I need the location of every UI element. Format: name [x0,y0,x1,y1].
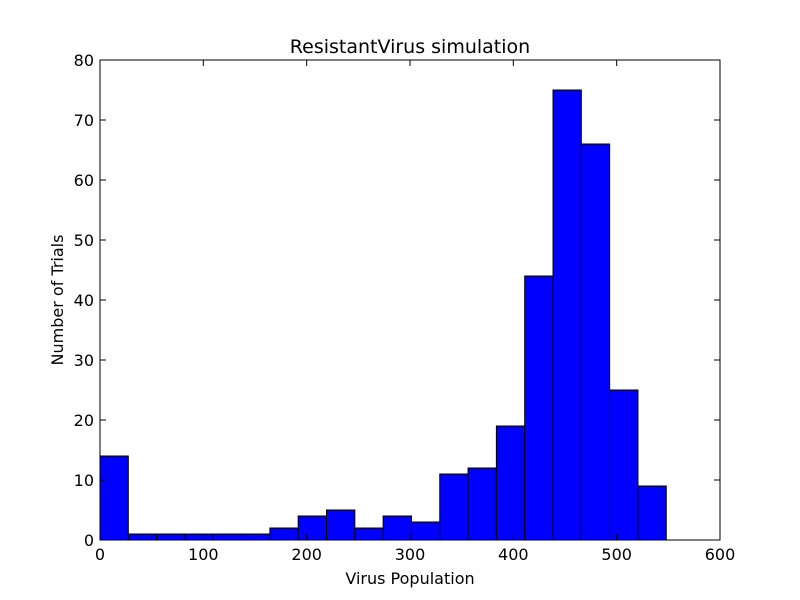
histogram-bar [241,533,271,541]
y-tick-label: 70 [74,111,94,130]
histogram-bar [297,515,328,541]
histogram-bar [637,485,667,541]
histogram-bar [609,389,639,541]
y-tick-label: 40 [74,291,94,310]
histogram-bar [439,473,469,541]
y-tick-label: 60 [74,171,94,190]
y-tick-label: 80 [74,51,94,70]
x-tick-label: 300 [395,545,426,564]
histogram-bar [524,275,554,541]
y-tick-label: 30 [74,351,94,370]
x-tick-label: 100 [188,545,219,564]
histogram-bar [580,143,611,541]
plot-frame [99,59,721,541]
histogram-bar [552,89,582,541]
histogram-bar [212,533,243,541]
x-tick-label: 600 [705,545,736,564]
histogram-bar [410,521,441,541]
y-tick-label: 10 [74,471,94,490]
x-tick-label: 200 [291,545,322,564]
histogram-bar [99,455,129,541]
histogram-bar [354,527,384,541]
histogram-bar [269,527,299,541]
y-tick-label: 50 [74,231,94,250]
histogram-bar [326,509,356,541]
histogram-bar [156,533,186,541]
ticks-layer: 0 100 200 300 400 500 600 0 10 20 30 40 50 60 70 80 [74,51,736,564]
histogram-bar [495,425,526,541]
y-tick-label: 0 [84,531,94,550]
x-tick-label: 0 [95,545,105,564]
x-tick-label: 500 [601,545,632,564]
chart-title: ResistantVirus simulation [290,36,530,58]
y-tick-label: 20 [74,411,94,430]
histogram-bar [467,467,497,541]
histogram-bar [382,515,412,541]
x-axis-label: Virus Population [345,569,474,588]
x-tick-label: 400 [498,545,529,564]
bars-layer [99,89,667,541]
histogram-bar [184,533,214,541]
histogram-bar [127,533,158,541]
y-axis-label: Number of Trials [48,235,67,366]
